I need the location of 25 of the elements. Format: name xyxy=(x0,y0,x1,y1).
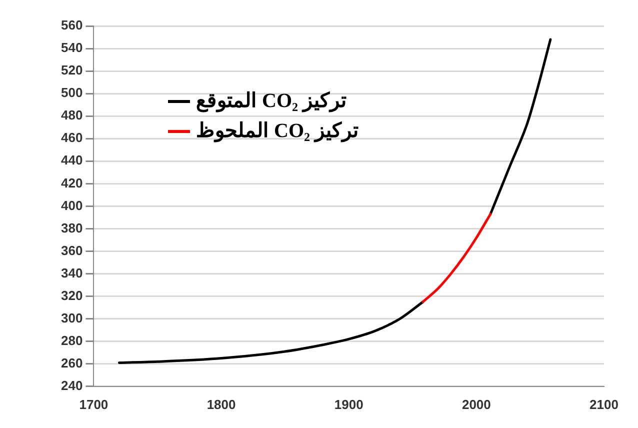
legend-label: تركيز CO₂ المتوقع xyxy=(196,89,347,114)
y-tick-label: 500 xyxy=(60,85,83,100)
x-tick-label: 1800 xyxy=(206,396,236,412)
y-tick-label: 440 xyxy=(60,152,83,168)
y-tick-label: 300 xyxy=(60,310,83,326)
y-tick-label: 340 xyxy=(60,265,83,280)
y-tick-label: 460 xyxy=(60,130,83,146)
y-tick-label: 420 xyxy=(60,175,83,190)
x-tick-label: 1900 xyxy=(334,396,364,412)
y-tick-label: 240 xyxy=(60,378,83,393)
y-tick-label: 380 xyxy=(60,220,83,236)
y-tick-label: 540 xyxy=(60,40,83,56)
y-tick-label: 560 xyxy=(60,18,83,33)
y-tick-label: 400 xyxy=(60,198,83,213)
y-tick-label: 520 xyxy=(60,62,83,78)
y-tick-label: 360 xyxy=(60,242,83,258)
y-tick-label: 320 xyxy=(60,288,83,303)
x-tick-label: 2000 xyxy=(462,396,491,412)
y-tick-label: 480 xyxy=(60,108,83,123)
x-tick-label: 1700 xyxy=(79,396,108,412)
y-tick-label: 280 xyxy=(60,332,83,348)
line-series xyxy=(422,212,492,304)
y-tick-label: 260 xyxy=(60,355,83,370)
legend-label: تركيز CO₂ الملحوظ xyxy=(196,119,359,144)
x-tick-label: 2100 xyxy=(590,396,618,412)
